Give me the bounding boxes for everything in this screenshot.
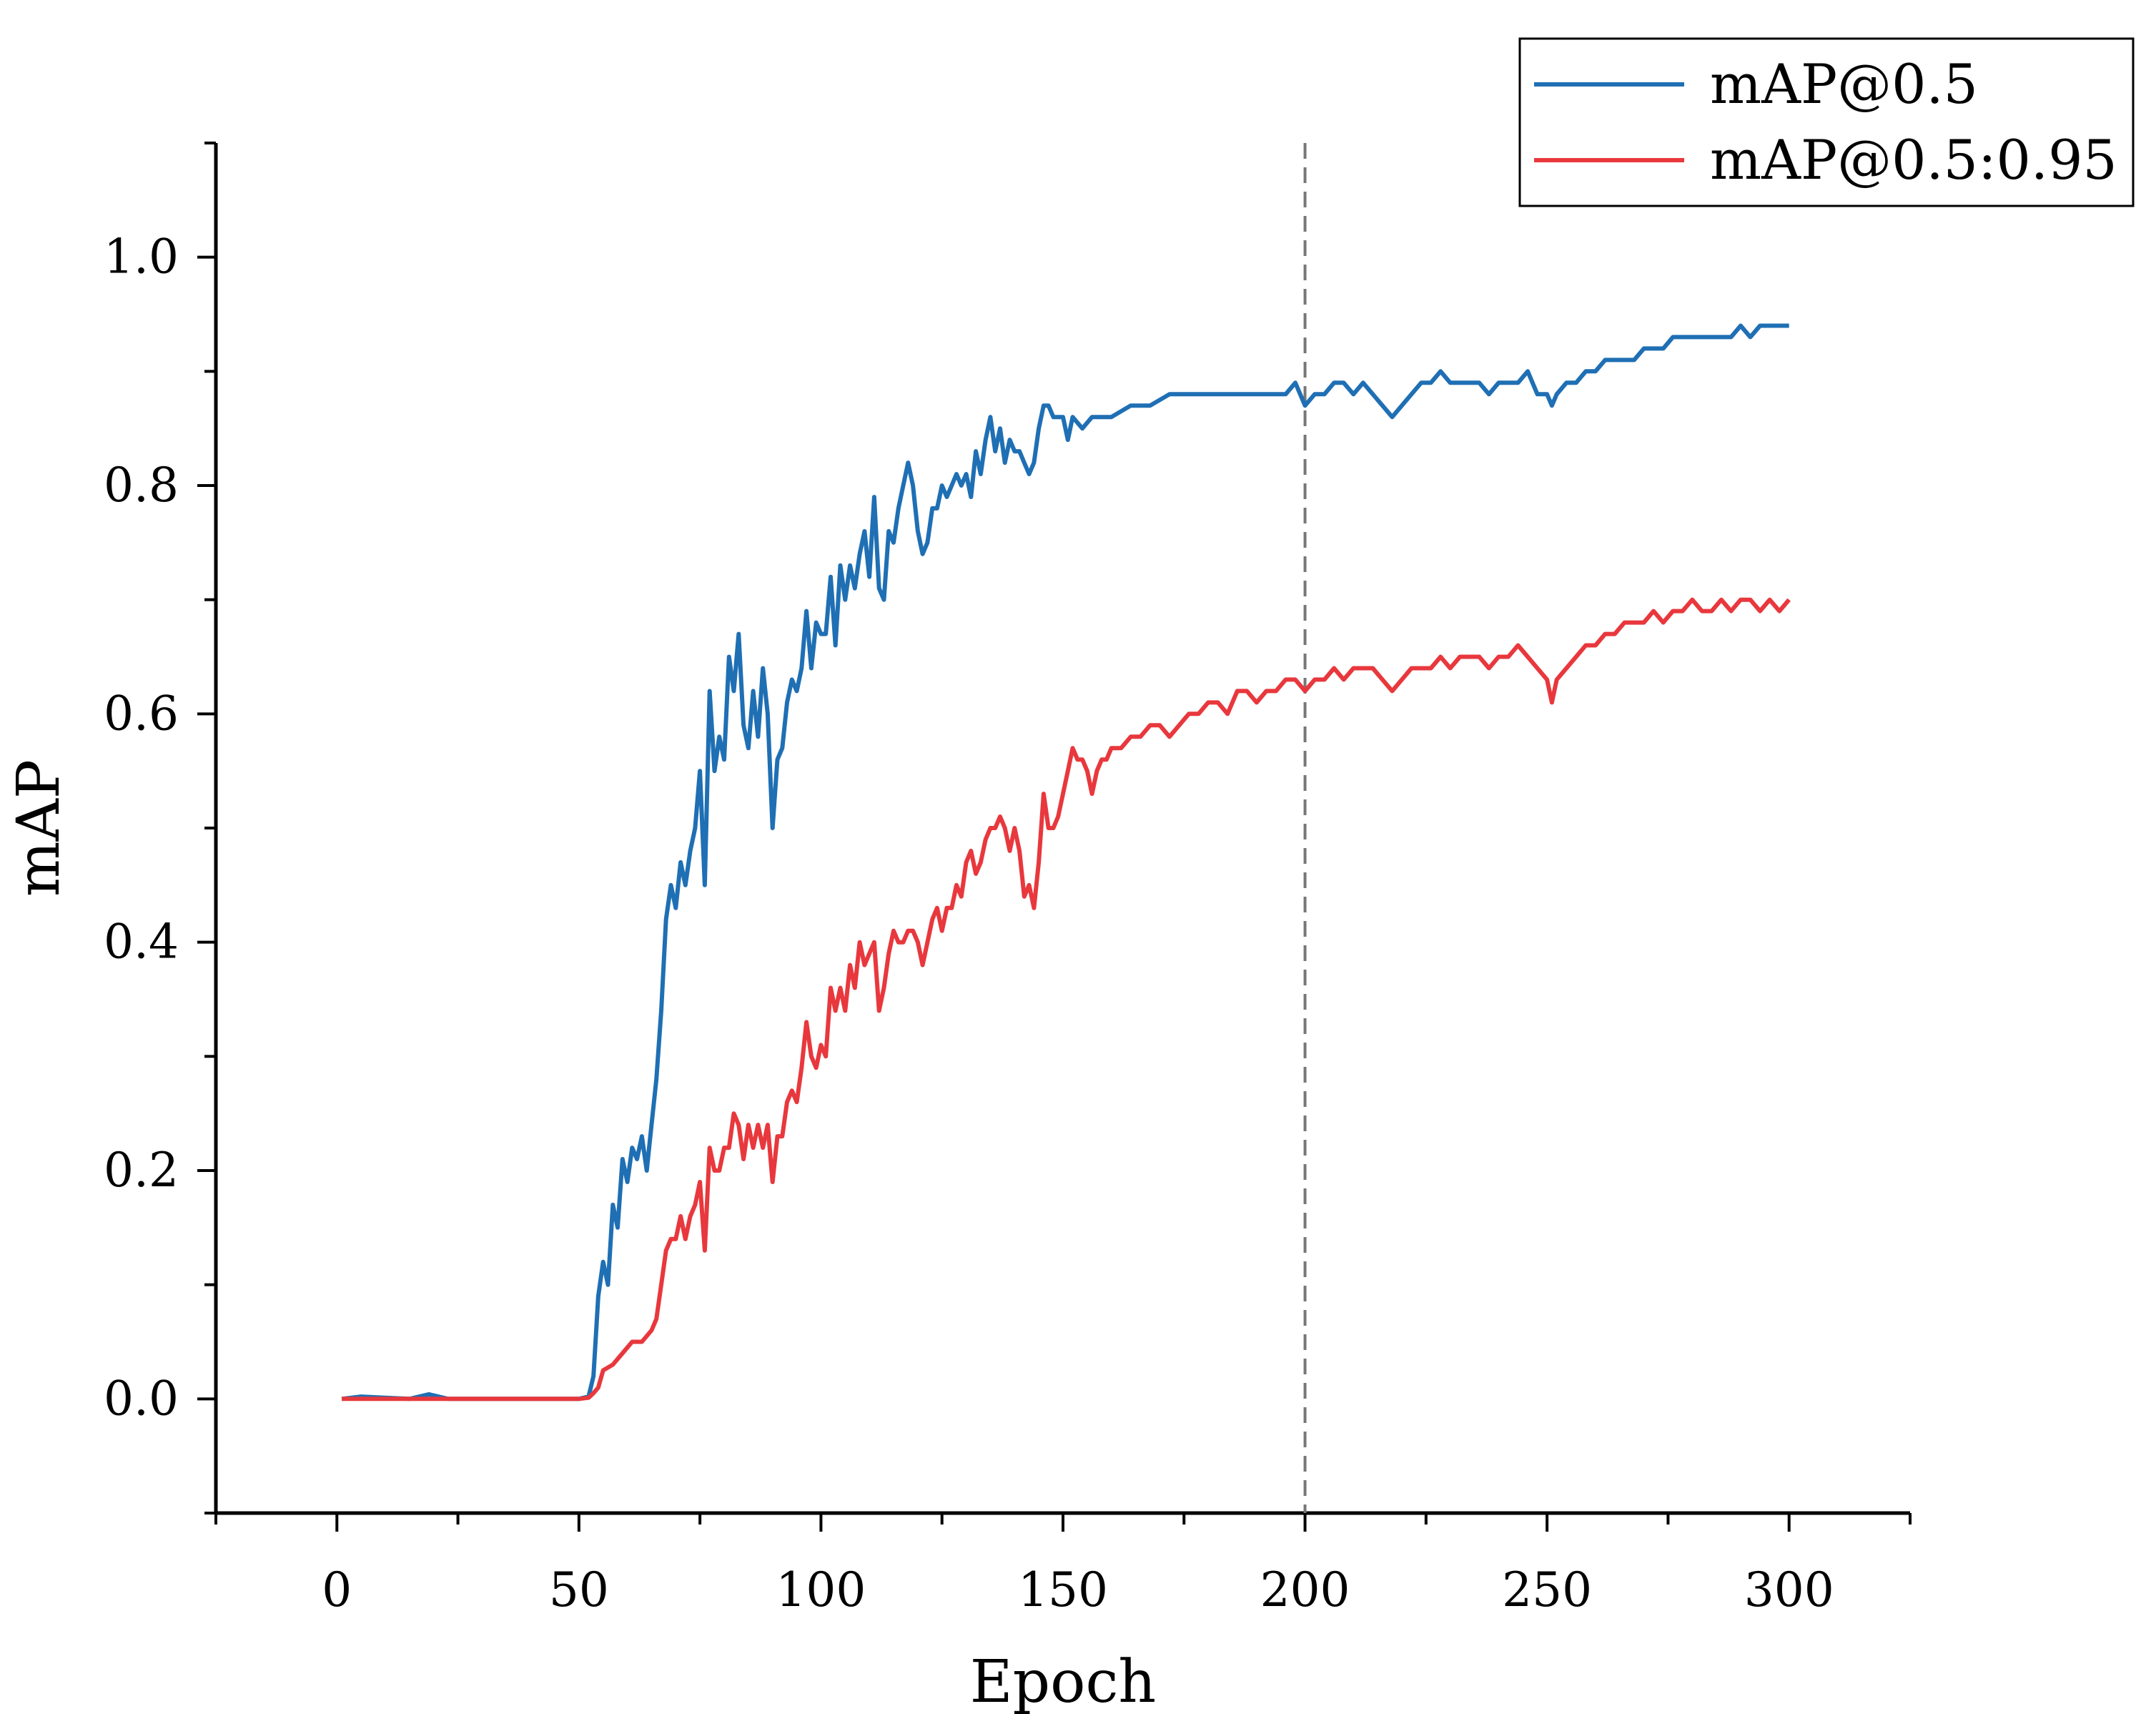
y-axis-title: mAP (5, 759, 73, 897)
y-tick-label: 0.8 (104, 458, 179, 513)
legend-label-map50: mAP@0.5 (1710, 52, 1978, 116)
x-tick-label: 150 (1018, 1562, 1108, 1617)
y-tick-label: 0.4 (104, 915, 179, 970)
x-tick-label: 300 (1744, 1562, 1834, 1617)
y-tick-label: 0.6 (104, 686, 179, 741)
y-tick-label: 1.0 (104, 230, 179, 285)
y-tick-label: 0.2 (104, 1143, 179, 1198)
legend-label-map50-95: mAP@0.5:0.95 (1710, 128, 2117, 192)
x-axis-title: Epoch (970, 1648, 1156, 1714)
series-line-map50 (341, 323, 1789, 1402)
legend-box (1518, 37, 2135, 207)
legend: mAP@0.5 mAP@0.5:0.95 (1518, 37, 2135, 207)
x-tick-label: 0 (322, 1562, 352, 1617)
series-layer (341, 323, 1791, 1402)
x-tick-label: 250 (1502, 1562, 1592, 1617)
x-tick-label: 100 (776, 1562, 866, 1617)
x-tick-label: 50 (549, 1562, 609, 1617)
x-tick-label: 200 (1260, 1562, 1350, 1617)
tick-layer: 0 50 100 150 200 250 300 0.0 0.2 0.4 0.6 0.8 1.0 (104, 142, 1912, 1617)
y-tick-label: 0.0 (104, 1371, 179, 1426)
series-line-map50-95 (342, 597, 1791, 1402)
